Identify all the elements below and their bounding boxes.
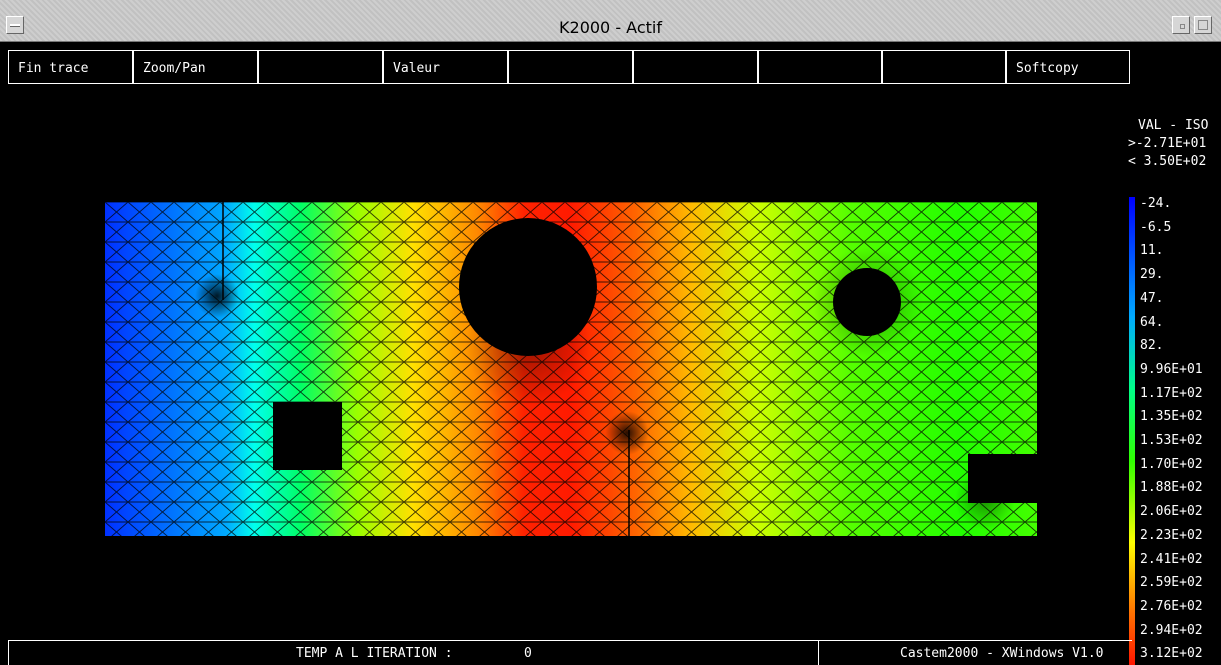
legend-value: 2.06E+02 [1140, 504, 1203, 520]
legend-value: 2.76E+02 [1140, 598, 1203, 614]
status-bar: TEMP A L ITERATION : 0 Castem2000 - XWin… [8, 640, 1132, 665]
softcopy-button[interactable]: Softcopy [1006, 50, 1130, 84]
legend-value: 1.17E+02 [1140, 385, 1203, 401]
status-left-panel: TEMP A L ITERATION : 0 [9, 641, 819, 665]
legend-value: 2.59E+02 [1140, 575, 1203, 591]
mesh-refinement [195, 274, 239, 318]
mesh-refinement [605, 411, 649, 455]
legend-value: 29. [1140, 267, 1164, 283]
softkey-menu: Fin trace Zoom/Pan Valeur Softcopy [8, 50, 1132, 86]
small-hole [833, 268, 901, 336]
mesh-refinement [955, 470, 1015, 530]
title-bar[interactable]: K2000 - Actif [0, 0, 1221, 42]
iteration-value: 0 [524, 646, 532, 661]
legend-value: 11. [1140, 243, 1164, 259]
legend-value: 2.94E+02 [1140, 622, 1203, 638]
square-hole [273, 402, 342, 470]
status-label: TEMP A L ITERATION : [296, 646, 453, 661]
empty-softkey-7[interactable] [758, 50, 882, 84]
empty-softkey-6[interactable] [633, 50, 758, 84]
legend-min-label: < 3.50E+02 [1128, 154, 1207, 169]
legend-value: 47. [1140, 290, 1164, 306]
zoom-pan-button[interactable]: Zoom/Pan [133, 50, 258, 84]
empty-softkey-3[interactable] [258, 50, 383, 84]
window-title: K2000 - Actif [559, 18, 662, 37]
legend-value: 1.70E+02 [1140, 456, 1203, 472]
legend-max-label: >-2.71E+01 [1128, 136, 1207, 151]
mesh-domain [105, 202, 1037, 536]
valeur-button[interactable]: Valeur [383, 50, 508, 84]
legend-value: 3.12E+02 [1140, 646, 1203, 662]
legend-colorbar [1129, 197, 1135, 665]
iso-legend: VAL - ISO >-2.71E+01 < 3.50E+02 -24. -6.5… [1128, 117, 1221, 665]
legend-value: 2.23E+02 [1140, 527, 1203, 543]
empty-softkey-8[interactable] [882, 50, 1006, 84]
minimize-icon[interactable] [1172, 16, 1190, 34]
legend-value: 1.53E+02 [1140, 433, 1203, 448]
window-menu-icon[interactable] [6, 16, 24, 34]
empty-softkey-5[interactable] [508, 50, 633, 84]
legend-value: 1.35E+02 [1140, 409, 1203, 425]
maximize-icon[interactable] [1194, 16, 1212, 34]
app-version-label: Castem2000 - XWindows V1.0 [900, 646, 1104, 661]
legend-value: 9.96E+01 [1140, 361, 1203, 377]
legend-value: -6.5 [1140, 219, 1172, 235]
legend-value: -24. [1140, 196, 1172, 211]
large-hole [459, 218, 597, 356]
legend-value: 2.41E+02 [1140, 551, 1203, 567]
legend-value: 1.88E+02 [1140, 480, 1203, 496]
legend-value: 82. [1140, 338, 1164, 354]
legend-value: 64. [1140, 314, 1164, 330]
fin-trace-button[interactable]: Fin trace [8, 50, 133, 84]
legend-title: VAL - ISO [1138, 118, 1209, 133]
